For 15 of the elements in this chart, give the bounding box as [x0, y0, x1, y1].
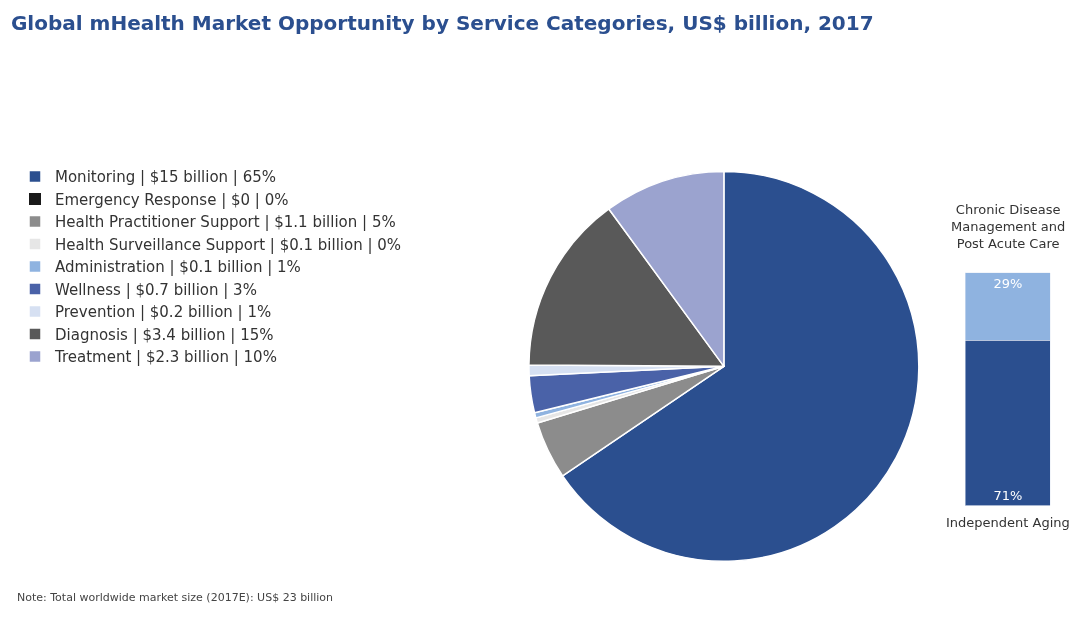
data-label: 71%	[993, 487, 1023, 503]
legend-label: Monitoring | $15 billion | 65%	[55, 168, 277, 187]
text: Note: Total worldwide market size (2017E): US$ 23 billion	[17, 591, 334, 604]
text: Chronic Disease Management and Post Acute Care	[951, 202, 1066, 251]
data-label: 29%	[993, 275, 1023, 291]
legend-label: Administration | $0.1 billion | 1%	[55, 258, 301, 277]
chart-title: Global mHealth Market Opportunity by Service Categories, US$ billion, 2017	[10, 10, 874, 35]
series-label: Independent Aging	[946, 515, 1070, 530]
legend-label: Diagnosis | $3.4 billion | 15%	[55, 325, 274, 344]
legend-label: Treatment | $2.3 billion | 10%	[54, 348, 277, 367]
legend-label: Health Surveillance Support | $0.1 billion | 0%	[55, 235, 402, 254]
legend-label: Wellness | $0.7 billion | 3%	[55, 280, 257, 299]
legend-label: Health Practitioner Support | $1.1 billion | 5%	[55, 213, 396, 232]
legend-label: Emergency Response | $0 | 0%	[55, 190, 289, 209]
legend-label: Prevention | $0.2 billion | 1%	[55, 303, 272, 322]
